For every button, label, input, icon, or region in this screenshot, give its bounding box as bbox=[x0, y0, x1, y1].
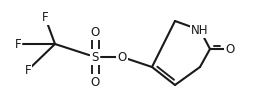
Text: O: O bbox=[90, 75, 100, 88]
Text: O: O bbox=[225, 42, 235, 56]
Text: F: F bbox=[42, 11, 48, 24]
Text: S: S bbox=[91, 51, 99, 64]
Text: F: F bbox=[15, 38, 21, 51]
Text: O: O bbox=[90, 26, 100, 39]
Text: F: F bbox=[25, 64, 31, 76]
Text: NH: NH bbox=[191, 24, 209, 37]
Text: O: O bbox=[117, 51, 127, 64]
